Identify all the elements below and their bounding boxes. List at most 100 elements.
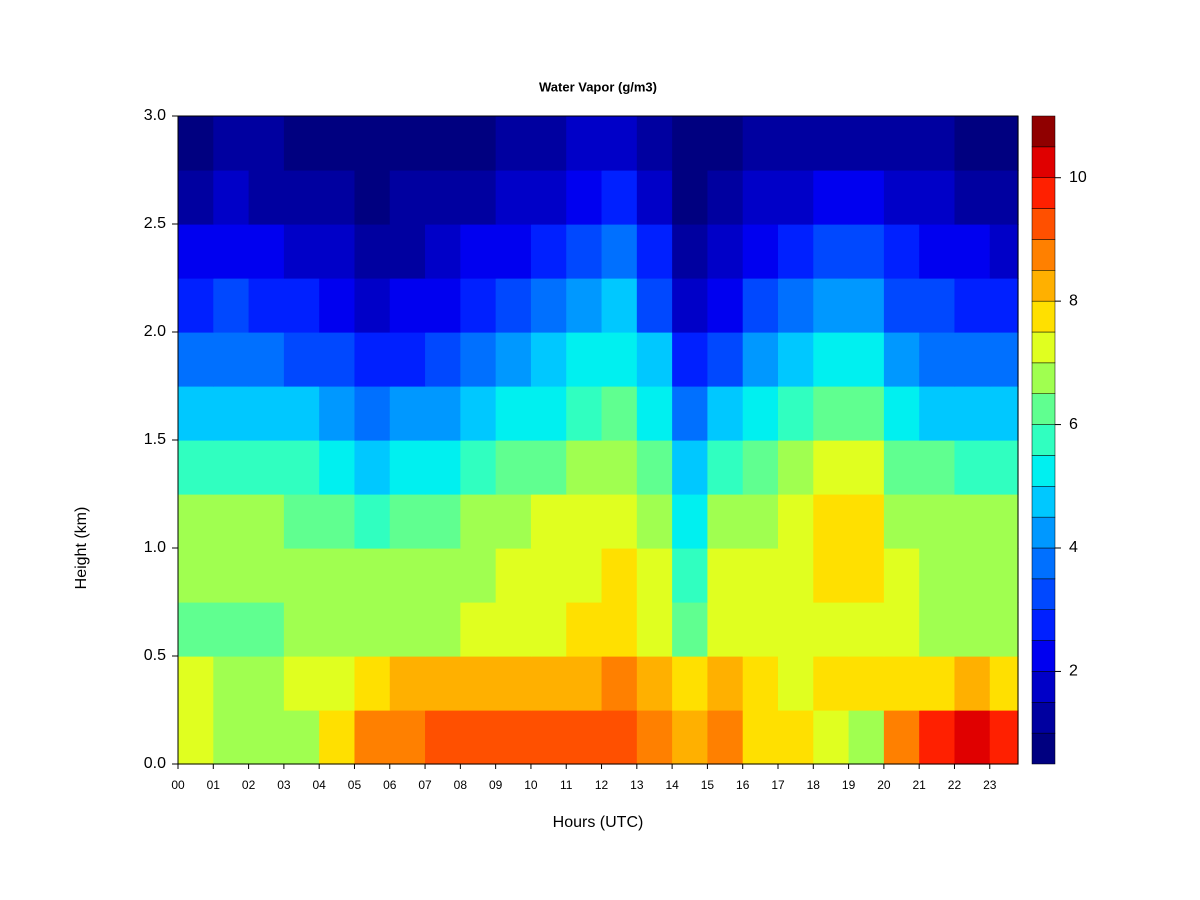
heat-cell [495, 332, 532, 387]
heat-cell [883, 494, 920, 549]
heat-cell [354, 170, 391, 225]
heat-cell [778, 386, 814, 441]
heat-cell [601, 656, 638, 711]
colorbar-band [1031, 362, 1056, 394]
heat-cell [848, 656, 885, 711]
heat-cell [707, 386, 744, 441]
heat-cell [883, 332, 920, 387]
heat-cell [530, 710, 567, 765]
heat-cell [707, 656, 744, 711]
heat-cell [213, 332, 250, 387]
heat-cell [742, 170, 779, 225]
colorbar-band [1031, 270, 1056, 302]
heat-cell [530, 386, 567, 441]
heat-cell [883, 224, 920, 279]
heat-cell [707, 494, 744, 549]
heat-cell [848, 548, 885, 603]
heat-cell [248, 278, 285, 333]
x-tick-label: 10 [524, 778, 538, 792]
heat-cell [601, 332, 638, 387]
x-tick-label: 08 [454, 778, 468, 792]
heat-cell [425, 278, 461, 333]
colorbar-band [1031, 486, 1056, 518]
heat-cell [460, 440, 497, 495]
heat-cell [954, 602, 991, 657]
heat-cell [989, 710, 1019, 765]
heat-cell [213, 386, 250, 441]
heat-cell [883, 116, 920, 171]
heat-cell [989, 656, 1019, 711]
colorbar-band [1031, 609, 1056, 641]
heat-cell [636, 548, 673, 603]
x-tick-label: 13 [630, 778, 644, 792]
heat-cell [319, 332, 356, 387]
heat-cell [672, 548, 709, 603]
heat-cell [460, 494, 497, 549]
heat-cell [601, 386, 638, 441]
heat-cell [283, 278, 320, 333]
heat-cell [813, 602, 850, 657]
heat-cell [954, 710, 991, 765]
heat-cell [530, 116, 567, 171]
heat-cell [425, 656, 461, 711]
heat-cell [566, 602, 603, 657]
heat-cell [460, 602, 497, 657]
heat-cell [389, 710, 426, 765]
heat-cell [178, 710, 214, 765]
heat-cell [919, 116, 956, 171]
heat-cell [460, 386, 497, 441]
heat-cell [636, 656, 673, 711]
heat-cell [813, 116, 850, 171]
heat-cell [354, 548, 391, 603]
heat-cell [883, 602, 920, 657]
heat-cell [178, 602, 214, 657]
heat-cell [425, 440, 461, 495]
heat-cell [672, 656, 709, 711]
heat-cell [919, 170, 956, 225]
heat-cell [813, 494, 850, 549]
heat-cell [919, 278, 956, 333]
x-tick-label: 11 [560, 778, 573, 792]
heat-cell [460, 170, 497, 225]
heat-cell [460, 278, 497, 333]
heat-cell [319, 710, 356, 765]
heat-cell [989, 494, 1019, 549]
heat-cell [742, 656, 779, 711]
heat-cell [530, 278, 567, 333]
x-tick-label: 20 [877, 778, 891, 792]
heat-cell [495, 170, 532, 225]
heat-cell [848, 278, 885, 333]
heat-cell [566, 170, 603, 225]
heat-cell [742, 602, 779, 657]
colorbar-tick-label: 4 [1069, 539, 1078, 556]
heat-cell [248, 440, 285, 495]
colorbar-tick-label: 8 [1069, 292, 1078, 309]
heat-cell [601, 710, 638, 765]
heat-cell [178, 116, 214, 171]
heat-cell [636, 386, 673, 441]
heat-cell [848, 332, 885, 387]
heat-cell [919, 224, 956, 279]
x-tick-label: 16 [736, 778, 750, 792]
heat-cell [778, 548, 814, 603]
heat-cell [848, 494, 885, 549]
heat-cell [248, 656, 285, 711]
heat-cell [425, 494, 461, 549]
heat-cell [778, 332, 814, 387]
colorbar-band [1031, 424, 1056, 456]
heat-cell [778, 116, 814, 171]
heat-cell [354, 494, 391, 549]
colorbar-tick-label: 2 [1069, 663, 1078, 680]
heat-cell [954, 494, 991, 549]
heat-cell [425, 386, 461, 441]
y-tick-label: 1.0 [144, 539, 166, 556]
heat-cell [425, 710, 461, 765]
heat-cell [530, 494, 567, 549]
heat-cell [389, 548, 426, 603]
heat-cell [495, 440, 532, 495]
colorbar-band [1031, 300, 1056, 333]
chart-title: Water Vapor (g/m3) [539, 79, 657, 94]
heat-cell [883, 278, 920, 333]
y-axis-label: Height (km) [73, 507, 90, 590]
heat-cell [389, 170, 426, 225]
